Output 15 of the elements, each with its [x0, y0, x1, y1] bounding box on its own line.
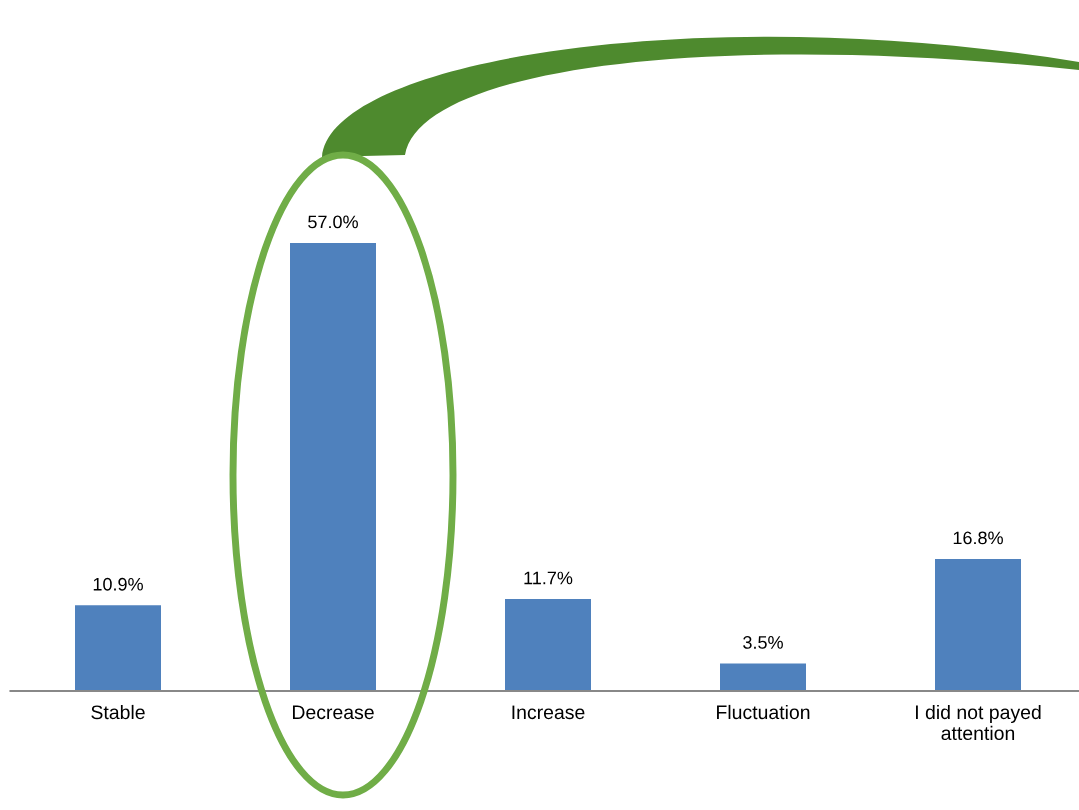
- x-tick-label: Stable: [91, 704, 145, 720]
- bar: [505, 599, 591, 691]
- x-tick-label: I did not payed attention: [916, 704, 1041, 741]
- x-tick-label: Decrease: [292, 705, 374, 720]
- data-label: 57.0%: [308, 215, 358, 229]
- data-label: 3.5%: [743, 636, 783, 649]
- bar: [290, 242, 376, 691]
- bar: [720, 663, 806, 691]
- data-label: 10.9%: [93, 577, 143, 591]
- data-label: 16.8%: [953, 531, 1003, 545]
- bar: [935, 558, 1021, 691]
- data-label: 11.7%: [524, 571, 573, 585]
- x-tick-label: Increase: [512, 705, 585, 720]
- x-tick-label: Fluctuation: [717, 704, 810, 720]
- bar: [75, 605, 161, 691]
